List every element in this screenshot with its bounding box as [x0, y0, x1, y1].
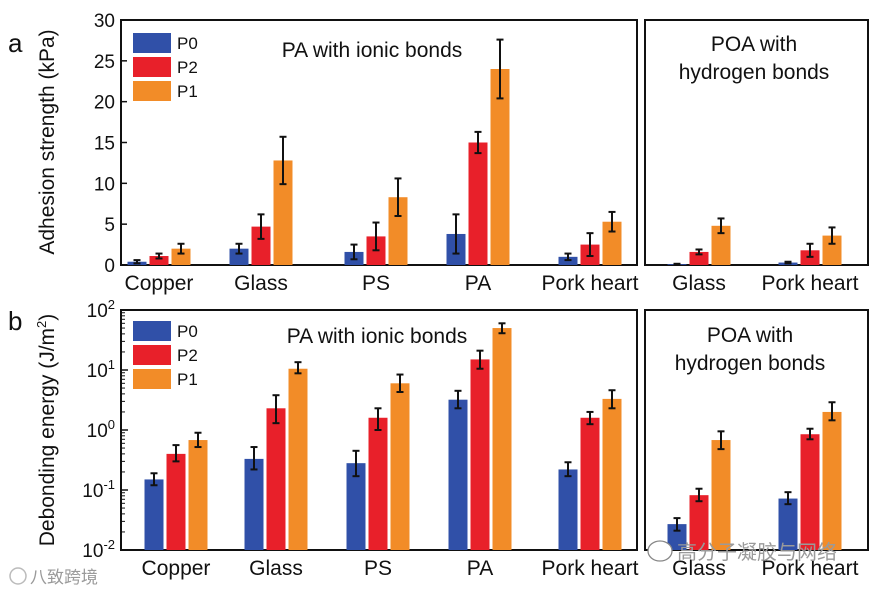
- watermark-left: 八致跨境: [9, 567, 98, 588]
- y-tick-label: 100: [87, 417, 115, 442]
- x-tick-label: Pork heart: [762, 557, 859, 580]
- bar-p2: [368, 417, 388, 550]
- chart-b-left: 10-2 10-1 100 101 102 Debonding energy (J/m2)…: [34, 297, 639, 580]
- bar-p1: [273, 160, 293, 265]
- bar-p0: [667, 524, 687, 550]
- watermark-left-text: 八致跨境: [30, 568, 98, 588]
- chart-b-right: POA with hydrogen bonds Glass Pork heart: [644, 309, 869, 580]
- chart-title-line: POA with: [707, 324, 793, 347]
- y-tick-label: 15: [94, 134, 115, 155]
- x-tick-label: PA: [467, 557, 493, 580]
- bar-p1: [711, 225, 731, 265]
- bar-p2: [470, 359, 490, 550]
- y-tick-label: 102: [87, 297, 115, 322]
- legend-swatch-p1: [133, 369, 171, 389]
- y-tick-label: 10: [94, 174, 115, 195]
- bar-p2: [266, 408, 286, 550]
- chart-a-right: POA with hydrogen bonds Glass Pork heart: [644, 19, 869, 295]
- bar-p2: [689, 495, 709, 550]
- bar-p0: [346, 463, 366, 550]
- legend-swatch-p0: [133, 321, 171, 341]
- chart-title: PA with ionic bonds: [287, 325, 468, 348]
- legend-swatch-p2: [133, 57, 171, 77]
- bar-p1: [188, 440, 208, 550]
- plot-frame: [644, 19, 869, 266]
- bar-p1: [171, 248, 191, 265]
- bar-p0: [448, 399, 468, 550]
- y-tick-label: 10-2: [82, 537, 115, 562]
- bar-p1: [602, 221, 622, 265]
- bar-p0: [778, 498, 798, 550]
- panel-label-a: a: [8, 28, 23, 58]
- bar-p0: [229, 248, 249, 265]
- legend-label-p1: P1: [177, 370, 198, 389]
- wechat-icon: [647, 540, 673, 562]
- chart-title-line: hydrogen bonds: [679, 61, 830, 84]
- bar-p2: [166, 453, 186, 550]
- bar-p2: [149, 256, 169, 265]
- plot-frame: [644, 309, 869, 551]
- bar-p1: [822, 235, 842, 265]
- x-tick-label: Copper: [142, 557, 211, 580]
- x-tick-label: Glass: [234, 272, 288, 295]
- x-tick-label: Pork heart: [542, 272, 639, 295]
- bar-p1: [490, 69, 510, 265]
- panel-label-b: b: [8, 306, 22, 336]
- legend-label-p0: P0: [177, 322, 198, 341]
- bar-p0: [558, 469, 578, 550]
- bar-p2: [800, 434, 820, 550]
- bar-p1: [388, 197, 408, 265]
- y-tick-label: 101: [87, 357, 115, 382]
- watermark-logo-icon: [9, 567, 27, 585]
- watermark-right-text: 高分子凝胶与网络: [677, 540, 837, 564]
- x-tick-label: Glass: [249, 557, 303, 580]
- bar-p2: [251, 226, 271, 265]
- bar-p0: [244, 458, 264, 550]
- x-tick-label: Pork heart: [762, 272, 859, 295]
- chart-title-line: POA with: [711, 33, 797, 56]
- bar-p2: [468, 142, 488, 265]
- y-tick-label: 25: [94, 52, 115, 73]
- y-tick-label: 0: [104, 256, 115, 277]
- legend-swatch-p2: [133, 345, 171, 365]
- legend-label-p1: P1: [177, 82, 198, 101]
- bar-p1: [288, 368, 308, 550]
- x-tick-label: Glass: [672, 272, 726, 295]
- x-tick-label: Glass: [672, 557, 726, 580]
- y-tick-label: 20: [94, 93, 115, 114]
- bar-p2: [580, 417, 600, 550]
- x-tick-label: Copper: [125, 272, 194, 295]
- bar-p2: [689, 251, 709, 265]
- y-axis-label: Adhesion strength (kPa): [36, 29, 59, 254]
- legend-swatch-p0: [133, 33, 171, 53]
- bar-p1: [602, 398, 622, 550]
- bar-p1: [390, 383, 410, 550]
- bar-p0: [144, 479, 164, 550]
- y-tick-label: 5: [104, 215, 115, 236]
- chart-a-left: 0 5 10 15 20 25 30 Adhesion strength (kPa) PA wi…: [36, 11, 639, 295]
- watermark-right: 高分子凝胶与网络: [647, 540, 837, 564]
- legend-swatch-p1: [133, 81, 171, 101]
- x-tick-label: PA: [465, 272, 491, 295]
- y-tick-label: 10-1: [82, 477, 115, 502]
- legend-label-p0: P0: [177, 34, 198, 53]
- bar-p1: [711, 440, 731, 550]
- legend-label-p2: P2: [177, 346, 198, 365]
- x-tick-label: PS: [364, 557, 392, 580]
- chart-title-line: hydrogen bonds: [675, 352, 826, 375]
- bar-p1: [822, 411, 842, 550]
- y-tick-label: 30: [94, 11, 115, 32]
- chart-title: PA with ionic bonds: [282, 39, 463, 62]
- x-tick-label: PS: [362, 272, 390, 295]
- y-axis-label: Debonding energy (J/m2): [34, 314, 59, 547]
- bar-p1: [492, 328, 512, 550]
- legend-label-p2: P2: [177, 58, 198, 77]
- x-tick-label: Pork heart: [542, 557, 639, 580]
